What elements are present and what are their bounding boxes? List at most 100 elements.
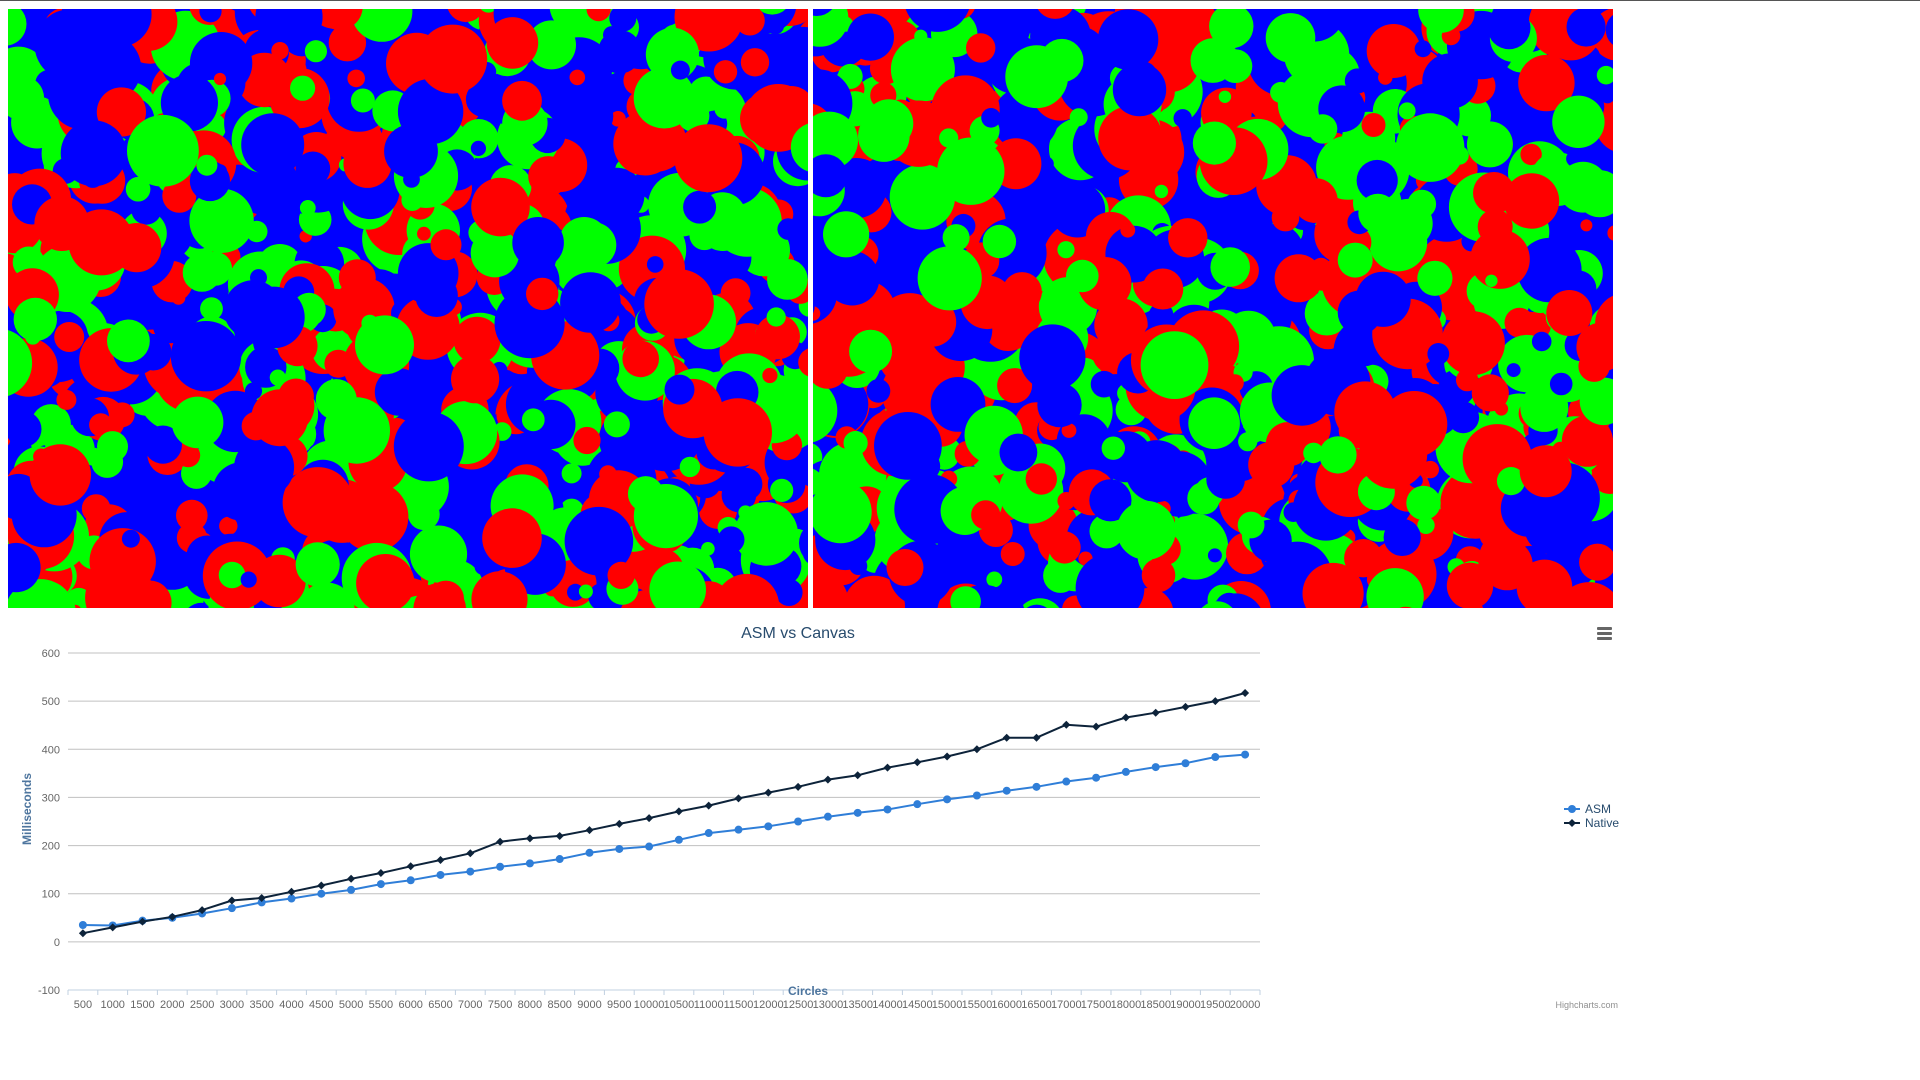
- native-circle: [1040, 156, 1054, 171]
- credits-link[interactable]: Highcharts.com: [1555, 1000, 1618, 1010]
- native-point[interactable]: [704, 801, 713, 810]
- asm-point[interactable]: [496, 862, 505, 871]
- native-point[interactable]: [1032, 733, 1041, 742]
- asm-point[interactable]: [436, 870, 445, 879]
- asm-circle: [176, 499, 208, 532]
- asm-circle: [81, 494, 111, 523]
- native-point[interactable]: [168, 912, 177, 921]
- native-point[interactable]: [1062, 720, 1071, 729]
- asm-circle: [599, 465, 617, 483]
- native-point[interactable]: [287, 887, 296, 896]
- asm-circle: [527, 20, 576, 70]
- asm-circle: [356, 554, 415, 608]
- native-point[interactable]: [198, 906, 207, 915]
- asm-point[interactable]: [376, 880, 385, 889]
- native-point[interactable]: [1211, 697, 1220, 706]
- native-point[interactable]: [913, 758, 922, 767]
- asm-point[interactable]: [1121, 767, 1130, 776]
- asm-point[interactable]: [78, 921, 87, 930]
- native-point[interactable]: [1181, 702, 1190, 711]
- native-point[interactable]: [1241, 688, 1250, 697]
- asm-point[interactable]: [645, 842, 654, 851]
- asm-point[interactable]: [1002, 786, 1011, 795]
- native-point[interactable]: [496, 837, 505, 846]
- native-point[interactable]: [78, 929, 87, 938]
- asm-point[interactable]: [853, 808, 862, 817]
- asm-point[interactable]: [883, 805, 892, 814]
- asm-point[interactable]: [1092, 773, 1101, 782]
- asm-point[interactable]: [466, 867, 475, 876]
- native-line[interactable]: [82, 692, 1246, 935]
- native-point[interactable]: [615, 819, 624, 828]
- native-point[interactable]: [734, 794, 743, 803]
- legend-item-asm[interactable]: ASM: [1564, 802, 1611, 816]
- asm-point[interactable]: [794, 817, 803, 826]
- asm-point[interactable]: [1241, 750, 1250, 759]
- asm-point[interactable]: [585, 848, 594, 857]
- native-point[interactable]: [943, 752, 952, 761]
- native-circle: [1270, 81, 1292, 103]
- asm-point[interactable]: [615, 844, 624, 853]
- asm-circle: [182, 253, 222, 292]
- asm-point[interactable]: [823, 812, 832, 821]
- native-point[interactable]: [525, 834, 534, 843]
- native-point[interactable]: [1002, 733, 1011, 742]
- asm-point[interactable]: [287, 894, 296, 903]
- native-point[interactable]: [317, 881, 326, 890]
- asm-circle: [338, 481, 409, 552]
- native-point[interactable]: [227, 896, 236, 905]
- asm-point[interactable]: [734, 825, 743, 834]
- asm-circle: [758, 9, 786, 15]
- asm-point[interactable]: [674, 835, 683, 844]
- native-point[interactable]: [376, 869, 385, 878]
- asm-point[interactable]: [1211, 752, 1220, 761]
- native-point[interactable]: [853, 771, 862, 780]
- native-circle: [1061, 423, 1077, 438]
- native-point[interactable]: [645, 814, 654, 823]
- asm-point[interactable]: [555, 855, 564, 864]
- asm-circle: [573, 426, 601, 455]
- native-point[interactable]: [674, 807, 683, 816]
- asm-point[interactable]: [972, 791, 981, 800]
- legend-item-native[interactable]: Native: [1564, 816, 1619, 830]
- native-point[interactable]: [1121, 713, 1130, 722]
- asm-point[interactable]: [913, 800, 922, 809]
- native-point[interactable]: [466, 849, 475, 858]
- asm-point[interactable]: [1062, 777, 1071, 786]
- native-point[interactable]: [883, 763, 892, 772]
- asm-point[interactable]: [1032, 782, 1041, 791]
- native-point[interactable]: [406, 862, 415, 871]
- asm-point[interactable]: [525, 859, 534, 868]
- native-point[interactable]: [1092, 722, 1101, 731]
- native-point[interactable]: [108, 923, 117, 932]
- asm-point[interactable]: [257, 898, 266, 907]
- asm-point[interactable]: [406, 876, 415, 885]
- native-point[interactable]: [138, 917, 147, 926]
- asm-point[interactable]: [943, 795, 952, 804]
- asm-point[interactable]: [1151, 763, 1160, 772]
- native-point[interactable]: [764, 788, 773, 797]
- native-circle: [1399, 606, 1412, 608]
- asm-circle: [418, 24, 488, 94]
- context-menu-button[interactable]: [1594, 623, 1614, 643]
- asm-circle: [609, 9, 637, 32]
- native-point[interactable]: [257, 894, 266, 903]
- native-point[interactable]: [585, 826, 594, 835]
- native-point[interactable]: [347, 874, 356, 883]
- native-point[interactable]: [555, 831, 564, 840]
- native-point[interactable]: [823, 775, 832, 784]
- asm-point[interactable]: [317, 889, 326, 898]
- asm-point[interactable]: [764, 822, 773, 831]
- native-point[interactable]: [794, 782, 803, 791]
- asm-circle: [569, 69, 586, 86]
- asm-point[interactable]: [227, 904, 236, 913]
- asm-point[interactable]: [1181, 759, 1190, 768]
- x-tick-label: 500: [74, 999, 92, 1011]
- native-point[interactable]: [972, 745, 981, 754]
- asm-point[interactable]: [704, 829, 713, 838]
- native-point[interactable]: [436, 856, 445, 865]
- native-circle: [1417, 260, 1453, 296]
- native-point[interactable]: [1151, 708, 1160, 717]
- asm-line[interactable]: [82, 753, 1246, 927]
- asm-point[interactable]: [347, 885, 356, 894]
